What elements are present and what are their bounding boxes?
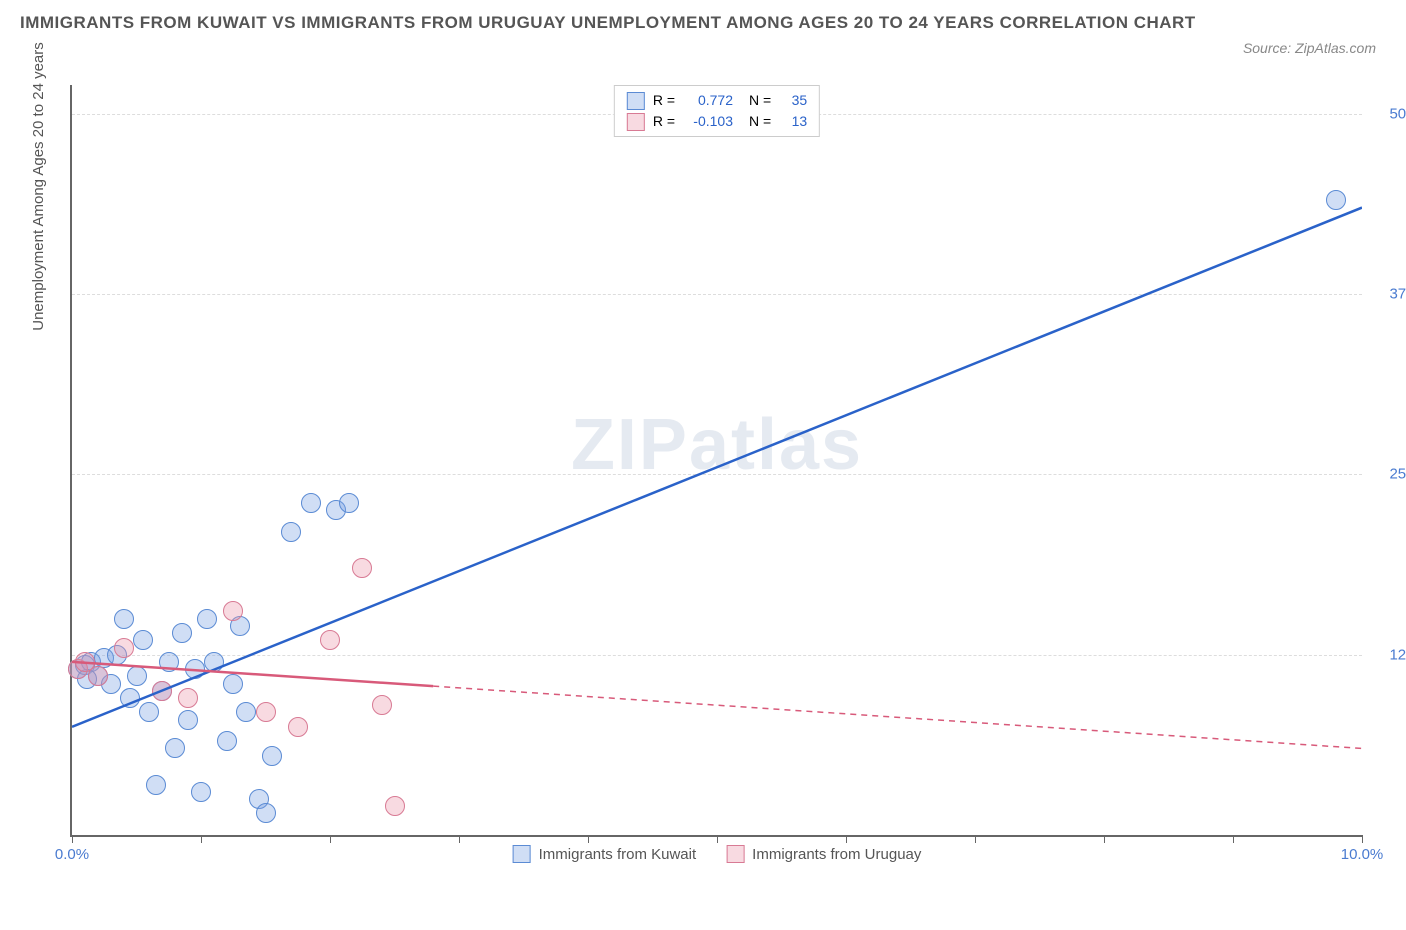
grid-line	[72, 474, 1362, 475]
data-point	[339, 493, 359, 513]
chart-title: IMMIGRANTS FROM KUWAIT VS IMMIGRANTS FRO…	[20, 10, 1386, 36]
data-point	[178, 710, 198, 730]
r-value-uruguay: -0.103	[683, 111, 733, 132]
legend-item-kuwait: Immigrants from Kuwait	[513, 845, 697, 863]
y-tick-label: 50.0%	[1372, 105, 1406, 122]
legend-row-kuwait: R = 0.772 N = 35	[627, 90, 807, 111]
data-point	[114, 638, 134, 658]
x-tick	[717, 835, 718, 843]
x-tick	[1362, 835, 1363, 843]
r-label: R =	[653, 90, 675, 111]
data-point	[256, 702, 276, 722]
data-point	[217, 731, 237, 751]
data-point	[320, 630, 340, 650]
data-point	[88, 666, 108, 686]
data-point	[204, 652, 224, 672]
source-label: Source: ZipAtlas.com	[1243, 40, 1376, 56]
data-point	[385, 796, 405, 816]
data-point	[191, 782, 211, 802]
data-point	[114, 609, 134, 629]
data-point	[165, 738, 185, 758]
legend-label-kuwait: Immigrants from Kuwait	[539, 846, 697, 863]
data-point	[133, 630, 153, 650]
data-point	[159, 652, 179, 672]
data-point	[372, 695, 392, 715]
data-point	[172, 623, 192, 643]
x-tick	[1233, 835, 1234, 843]
x-tick	[846, 835, 847, 843]
grid-line	[72, 655, 1362, 656]
r-value-kuwait: 0.772	[683, 90, 733, 111]
swatch-uruguay	[627, 113, 645, 131]
y-tick-label: 12.5%	[1372, 646, 1406, 663]
data-point	[223, 601, 243, 621]
n-value-kuwait: 35	[779, 90, 807, 111]
x-tick	[1104, 835, 1105, 843]
data-point	[152, 681, 172, 701]
data-point	[281, 522, 301, 542]
swatch-kuwait	[627, 92, 645, 110]
r-label: R =	[653, 111, 675, 132]
y-tick-label: 37.5%	[1372, 286, 1406, 303]
data-point	[236, 702, 256, 722]
swatch-kuwait	[513, 845, 531, 863]
legend-label-uruguay: Immigrants from Uruguay	[752, 846, 921, 863]
y-axis-label: Unemployment Among Ages 20 to 24 years	[30, 42, 47, 331]
data-point	[127, 666, 147, 686]
data-point	[120, 688, 140, 708]
n-label: N =	[749, 111, 771, 132]
x-tick	[330, 835, 331, 843]
x-tick	[588, 835, 589, 843]
data-point	[301, 493, 321, 513]
data-point	[139, 702, 159, 722]
data-point	[256, 803, 276, 823]
n-label: N =	[749, 90, 771, 111]
plot-area: ZIPatlas R = 0.772 N = 35 R = -0.103 N =…	[70, 85, 1362, 837]
n-value-uruguay: 13	[779, 111, 807, 132]
x-tick-label-right: 10.0%	[1341, 846, 1384, 863]
data-point	[178, 688, 198, 708]
x-tick	[975, 835, 976, 843]
x-tick	[201, 835, 202, 843]
correlation-legend: R = 0.772 N = 35 R = -0.103 N = 13	[614, 85, 820, 137]
data-point	[288, 717, 308, 737]
data-point	[352, 558, 372, 578]
data-point	[1326, 190, 1346, 210]
y-tick-label: 25.0%	[1372, 466, 1406, 483]
data-point	[262, 746, 282, 766]
x-tick	[72, 835, 73, 843]
series-legend: Immigrants from Kuwait Immigrants from U…	[513, 845, 922, 863]
grid-line	[72, 294, 1362, 295]
chart-container: Unemployment Among Ages 20 to 24 years Z…	[20, 75, 1386, 875]
swatch-uruguay	[726, 845, 744, 863]
data-point	[223, 674, 243, 694]
data-point	[146, 775, 166, 795]
legend-item-uruguay: Immigrants from Uruguay	[726, 845, 921, 863]
legend-row-uruguay: R = -0.103 N = 13	[627, 111, 807, 132]
x-tick-label-left: 0.0%	[55, 846, 89, 863]
x-tick	[459, 835, 460, 843]
data-point	[185, 659, 205, 679]
data-point	[197, 609, 217, 629]
trend-lines	[72, 85, 1362, 835]
